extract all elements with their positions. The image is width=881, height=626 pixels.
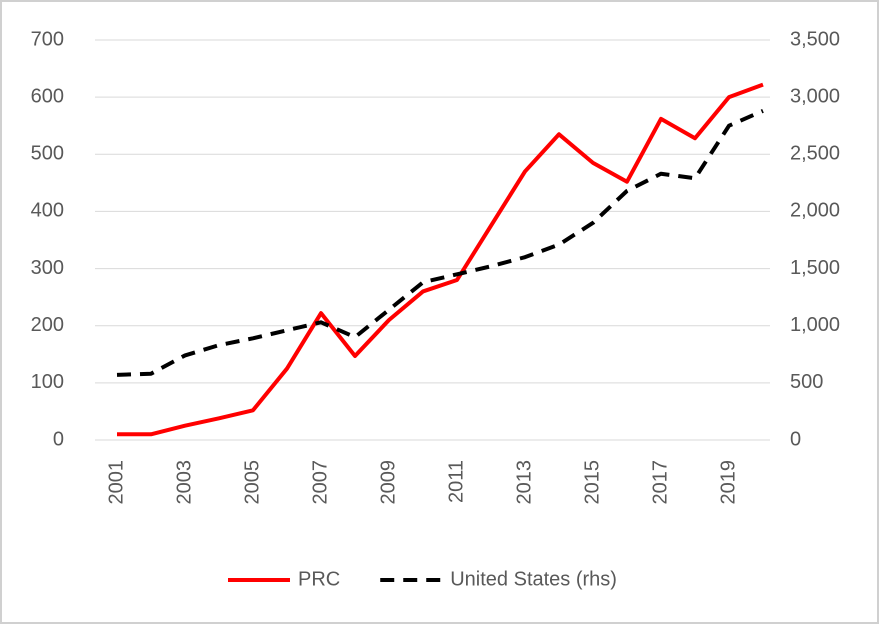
y-tick-label: 700 xyxy=(31,28,64,50)
x-tick-label: 2005 xyxy=(241,460,263,505)
y2-tick-label: 3,000 xyxy=(790,85,840,107)
x-tick-label: 2019 xyxy=(717,460,739,505)
y2-tick-label: 2,500 xyxy=(790,143,840,165)
x-tick-label: 2013 xyxy=(513,460,535,505)
x-tick-label: 2017 xyxy=(649,460,671,505)
y2-tick-label: 0 xyxy=(790,428,801,450)
y2-tick-label: 2,000 xyxy=(790,200,840,222)
y2-tick-label: 1,500 xyxy=(790,257,840,279)
x-tick-label: 2001 xyxy=(105,460,127,505)
x-tick-label: 2011 xyxy=(445,460,467,503)
y-tick-label: 300 xyxy=(31,257,64,279)
y2-tick-label: 3,500 xyxy=(790,28,840,50)
series-line xyxy=(116,109,764,377)
y-tick-label: 600 xyxy=(31,85,64,107)
legend-label: PRC xyxy=(298,568,340,590)
x-tick-label: 2009 xyxy=(377,460,399,505)
y-tick-label: 500 xyxy=(31,143,64,165)
legend-label: United States (rhs) xyxy=(450,568,617,590)
y2-tick-label: 1,000 xyxy=(790,314,840,336)
y-tick-label: 200 xyxy=(31,314,64,336)
x-tick-label: 2003 xyxy=(173,460,195,505)
series-line xyxy=(117,82,764,437)
y-tick-label: 100 xyxy=(31,371,64,393)
x-tick-label: 2007 xyxy=(309,460,331,505)
y-tick-label: 0 xyxy=(53,428,64,450)
x-tick-label: 2015 xyxy=(581,460,603,505)
y2-tick-label: 500 xyxy=(790,371,823,393)
y-tick-label: 400 xyxy=(31,200,64,222)
